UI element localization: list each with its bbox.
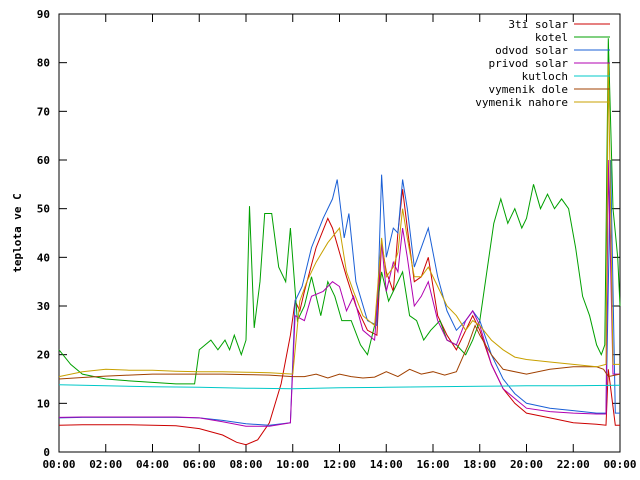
- x-tick-label: 00:00: [42, 458, 75, 471]
- series-lines: [58, 38, 621, 446]
- x-tick-label: 04:00: [136, 458, 169, 471]
- y-tick-label: 90: [37, 8, 50, 21]
- y-axis-label: teplota ve C: [11, 193, 24, 272]
- x-tick-label: 06:00: [183, 458, 216, 471]
- x-tick-label: 10:00: [276, 458, 309, 471]
- x-axis-ticks: 00:00 02:00 04:00 06:00 08:00 10:00 12:00 14:00…: [42, 14, 637, 471]
- y-axis-ticks: 0 10 20 30 40 50 60 70 80 90: [37, 8, 620, 459]
- x-tick-label: 08:00: [229, 458, 262, 471]
- legend-label: vymenik nahore: [475, 96, 568, 109]
- x-tick-label: 18:00: [463, 458, 496, 471]
- series-line-kutloch: [58, 384, 621, 390]
- series-line-privod-solar: [58, 159, 620, 427]
- legend-label: vymenik dole: [489, 83, 568, 96]
- series-line-vymenik-nahore: [58, 62, 620, 378]
- x-tick-label: 20:00: [510, 458, 543, 471]
- legend-label: kutloch: [522, 70, 568, 83]
- x-tick-label: 16:00: [416, 458, 449, 471]
- y-tick-label: 20: [37, 349, 50, 362]
- x-tick-label: 22:00: [557, 458, 590, 471]
- y-tick-label: 60: [37, 154, 50, 167]
- y-tick-label: 70: [37, 105, 50, 118]
- y-tick-label: 40: [37, 251, 50, 264]
- y-tick-label: 50: [37, 203, 50, 216]
- series-line-odvod-solar: [58, 159, 620, 426]
- series-line-vymenik-dole: [58, 324, 621, 380]
- y-tick-label: 30: [37, 300, 50, 313]
- y-tick-label: 0: [43, 446, 50, 459]
- legend-label: 3ti solar: [508, 18, 568, 31]
- legend-label: privod solar: [489, 57, 569, 70]
- legend-label: odvod solar: [495, 44, 568, 57]
- x-tick-label: 14:00: [370, 458, 403, 471]
- legend-label: kotel: [535, 31, 568, 44]
- y-tick-label: 10: [37, 397, 50, 410]
- x-tick-label: 00:00: [603, 458, 636, 471]
- x-tick-label: 12:00: [323, 458, 356, 471]
- x-tick-label: 02:00: [89, 458, 122, 471]
- y-tick-label: 80: [37, 57, 50, 70]
- series-line-kotel: [58, 38, 621, 385]
